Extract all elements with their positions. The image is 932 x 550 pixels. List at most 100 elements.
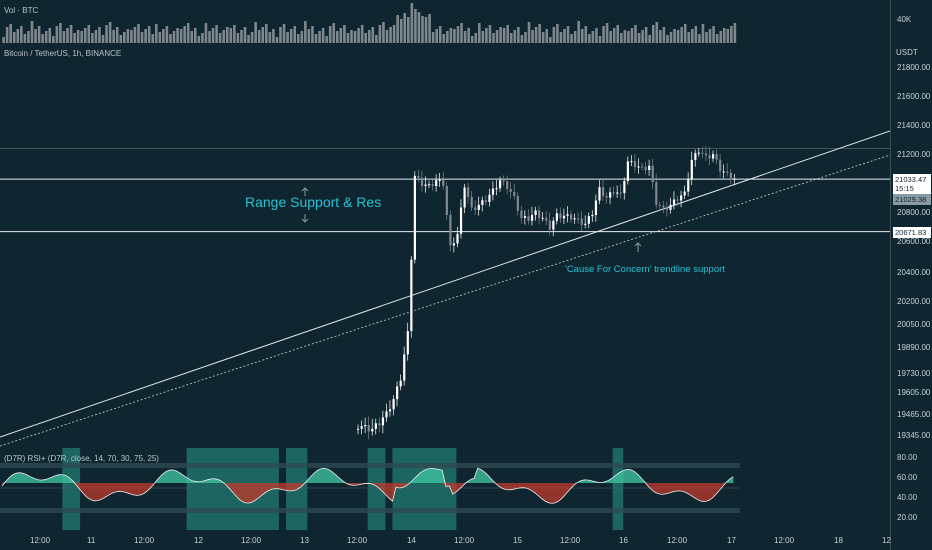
candle-body [417, 175, 420, 178]
volume-legend[interactable]: Vol · BTC [4, 6, 39, 15]
volume-bar [520, 35, 524, 43]
volume-bar [154, 24, 158, 43]
volume-bar [204, 23, 208, 43]
volume-bar [296, 34, 300, 43]
candle-body [719, 159, 722, 172]
candle-body [456, 233, 459, 244]
volume-bar [463, 31, 467, 43]
volume-bars [2, 3, 737, 43]
candle-body [428, 184, 431, 186]
volume-bar [243, 27, 247, 43]
volume-bar [662, 27, 666, 43]
candle-body [708, 155, 711, 159]
time-tick-label: 16 [619, 536, 628, 545]
volume-bar [250, 32, 254, 43]
volume-bar [502, 28, 506, 43]
volume-bar [428, 14, 431, 43]
volume-bar [126, 29, 130, 43]
volume-bar [272, 29, 275, 43]
volume-bar [336, 31, 339, 43]
candle-body [633, 161, 637, 168]
candle-body [658, 204, 661, 206]
volume-bar [16, 29, 20, 43]
volume-bar [27, 31, 30, 43]
candle-body [594, 200, 598, 216]
volume-bar [211, 28, 215, 43]
candle-body [516, 195, 519, 211]
volume-bar [151, 34, 154, 43]
volume-bar [133, 27, 137, 43]
volume-bar [367, 30, 371, 43]
candle-body [683, 191, 686, 196]
candle-body [722, 171, 725, 173]
volume-bar [449, 28, 453, 43]
volume-bar [492, 33, 495, 43]
volume-bar [382, 22, 385, 43]
volume-bar [328, 26, 332, 43]
time-tick-label: 13 [300, 536, 309, 545]
candle-body [573, 218, 576, 220]
volume-bar [2, 37, 5, 43]
volume-bar [566, 26, 570, 43]
volume-bar [623, 30, 627, 43]
volume-bar [314, 34, 318, 43]
volume-bar [265, 24, 268, 43]
volume-bar [577, 21, 580, 43]
volume-axis-label: 40K [897, 15, 912, 24]
volume-bar [701, 24, 705, 43]
volume-bar [218, 33, 222, 43]
volume-bar [513, 30, 517, 43]
volume-bar [730, 26, 733, 43]
symbol-legend[interactable]: Bitcoin / TetherUS, 1h, BINANCE [4, 49, 122, 58]
volume-bar [570, 34, 573, 43]
price-tick-label: 20800.00 [897, 208, 931, 217]
time-tick-label: 12:00 [347, 536, 368, 545]
volume-bar [453, 29, 456, 43]
volume-bar [20, 26, 23, 43]
candle-body [388, 409, 392, 412]
volume-bar [687, 32, 691, 43]
volume-bar [609, 31, 612, 43]
candles [357, 146, 736, 440]
candle-body [545, 217, 548, 221]
volume-bar [666, 35, 669, 43]
volume-bar [460, 23, 463, 43]
candle-body [452, 243, 456, 246]
volume-bar [5, 27, 9, 43]
candle-body [435, 180, 438, 187]
range-arrow-up [301, 187, 309, 196]
volume-bar [208, 31, 211, 43]
candle-body [385, 411, 388, 418]
volume-bar [318, 31, 321, 43]
volume-bar [598, 36, 602, 43]
volume-bar [194, 28, 197, 43]
rsi-upper-band [0, 463, 740, 468]
volume-bar [59, 23, 62, 43]
time-tick-label: 18 [834, 536, 843, 545]
price-tick-label: 20200.00 [897, 297, 931, 306]
candle-body [601, 187, 605, 197]
volume-bar [236, 33, 240, 43]
volume-bar [580, 29, 584, 43]
range-low-tag: 21029.38 [893, 194, 931, 205]
volume-bar [435, 29, 438, 43]
volume-bar [169, 34, 172, 43]
candle-body [360, 426, 363, 429]
time-tick-label: 11 [87, 536, 96, 545]
candle-body [410, 259, 413, 332]
volume-bar [637, 33, 641, 43]
volume-bar [552, 27, 556, 43]
volume-bar [644, 27, 648, 43]
volume-bar [602, 26, 605, 43]
volume-bar [222, 30, 225, 43]
time-tick-label: 12:00 [667, 536, 688, 545]
candle-body [481, 200, 484, 205]
volume-bar [34, 29, 37, 43]
time-tick-label: 12 [882, 536, 891, 545]
candle-body [690, 159, 693, 180]
time-tick-label: 12:00 [241, 536, 262, 545]
rsi-legend[interactable]: (D7R) RSI+ (D7R, close, 14, 70, 30, 75, … [4, 454, 159, 463]
candle-body [424, 184, 427, 187]
